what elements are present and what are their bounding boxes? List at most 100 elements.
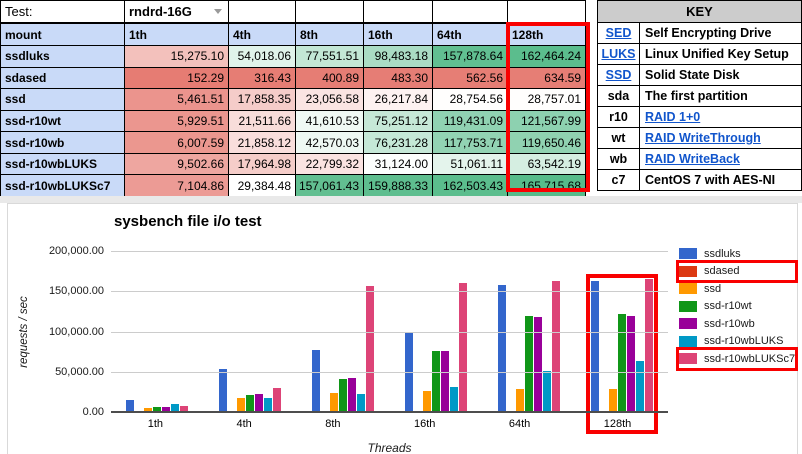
- column-header-16th[interactable]: 16th: [364, 24, 433, 46]
- bar-ssd-4th[interactable]: [237, 397, 246, 412]
- bar-ssd-r10wbLUKS-4th[interactable]: [264, 397, 273, 412]
- value-cell[interactable]: 29,384.48: [229, 175, 296, 197]
- key-abbr-link[interactable]: SSD: [605, 68, 632, 82]
- row-label-sdased[interactable]: sdased: [0, 67, 125, 90]
- bar-ssd-r10wbLUKSc7-8th[interactable]: [366, 285, 375, 412]
- value-cell[interactable]: 26,217.84: [364, 89, 433, 111]
- key-desc-link[interactable]: RAID WriteThrough: [645, 131, 761, 145]
- legend-item-ssd-r10wt[interactable]: ssd-r10wt: [679, 298, 795, 316]
- value-cell[interactable]: 162,503.43: [433, 175, 508, 197]
- chevron-down-icon[interactable]: [214, 9, 222, 14]
- value-cell[interactable]: 562.56: [433, 67, 508, 90]
- empty-cell[interactable]: [229, 1, 296, 24]
- empty-cell[interactable]: [433, 1, 508, 24]
- legend-item-ssd-r10wb[interactable]: ssd-r10wb: [679, 315, 795, 333]
- bar-ssd-r10wt-64th[interactable]: [524, 315, 533, 412]
- value-cell[interactable]: 316.43: [229, 67, 296, 90]
- bar-ssd-r10wbLUKSc7-1th[interactable]: [180, 406, 189, 412]
- bar-ssd-128th[interactable]: [608, 388, 617, 412]
- column-header-64th[interactable]: 64th: [433, 24, 508, 46]
- value-cell[interactable]: 28,754.56: [433, 89, 508, 111]
- value-cell[interactable]: 54,018.06: [229, 46, 296, 68]
- key-desc-link[interactable]: RAID WriteBack: [645, 152, 740, 166]
- row-label-ssd-r10wt[interactable]: ssd-r10wt: [0, 110, 125, 133]
- legend-item-ssdluks[interactable]: ssdluks: [679, 245, 795, 263]
- bar-ssd-r10wbLUKSc7-64th[interactable]: [551, 281, 560, 412]
- value-cell[interactable]: 157,878.64: [433, 46, 508, 68]
- value-cell[interactable]: 98,483.18: [364, 46, 433, 68]
- value-cell[interactable]: 75,251.12: [364, 110, 433, 133]
- column-header-1th[interactable]: 1th: [125, 24, 229, 46]
- value-cell[interactable]: 23,056.58: [296, 89, 364, 111]
- bar-ssd-r10wt-128th[interactable]: [617, 314, 626, 412]
- bar-ssd-r10wbLUKSc7-128th[interactable]: [644, 278, 653, 412]
- bar-ssd-16th[interactable]: [422, 390, 431, 412]
- value-cell[interactable]: 21,511.66: [229, 110, 296, 133]
- bar-ssd-r10wt-16th[interactable]: [431, 351, 440, 412]
- bar-ssdluks-1th[interactable]: [126, 399, 135, 412]
- value-cell[interactable]: 9,502.66: [125, 153, 229, 176]
- legend-item-sdased[interactable]: sdased: [679, 263, 795, 281]
- value-cell[interactable]: 400.89: [296, 67, 364, 90]
- value-cell[interactable]: 121,567.99: [508, 110, 586, 133]
- row-label-ssd-r10wbLUKSc7[interactable]: ssd-r10wbLUKSc7: [0, 175, 125, 197]
- bar-ssd-r10wt-1th[interactable]: [153, 407, 162, 412]
- value-cell[interactable]: 31,124.00: [364, 153, 433, 176]
- column-header-8th[interactable]: 8th: [296, 24, 364, 46]
- bar-ssd-r10wb-8th[interactable]: [348, 377, 357, 412]
- bar-ssd-r10wbLUKS-16th[interactable]: [449, 386, 458, 412]
- value-cell[interactable]: 5,929.51: [125, 110, 229, 133]
- value-cell[interactable]: 17,858.35: [229, 89, 296, 111]
- value-cell[interactable]: 17,964.98: [229, 153, 296, 176]
- bar-ssdluks-128th[interactable]: [590, 281, 599, 412]
- empty-cell[interactable]: [364, 1, 433, 24]
- bar-ssd-r10wt-4th[interactable]: [246, 394, 255, 412]
- value-cell[interactable]: 63,542.19: [508, 153, 586, 176]
- value-cell[interactable]: 42,570.03: [296, 132, 364, 154]
- legend-item-ssd[interactable]: ssd: [679, 280, 795, 298]
- empty-cell[interactable]: [296, 1, 364, 24]
- bar-ssdluks-4th[interactable]: [219, 368, 228, 412]
- value-cell[interactable]: 22,799.32: [296, 153, 364, 176]
- row-label-ssd[interactable]: ssd: [0, 89, 125, 111]
- value-cell[interactable]: 28,757.01: [508, 89, 586, 111]
- bar-ssd-r10wbLUKSc7-4th[interactable]: [273, 388, 282, 412]
- legend-item-ssd-r10wbLUKSc7[interactable]: ssd-r10wbLUKSc7: [679, 350, 795, 368]
- key-abbr-link[interactable]: LUKS: [601, 47, 636, 61]
- bar-ssd-r10wb-64th[interactable]: [533, 317, 542, 412]
- bar-ssd-8th[interactable]: [330, 393, 339, 412]
- empty-cell[interactable]: [508, 1, 586, 24]
- row-label-ssd-r10wbLUKS[interactable]: ssd-r10wbLUKS: [0, 153, 125, 176]
- value-cell[interactable]: 77,551.51: [296, 46, 364, 68]
- bar-ssd-r10wb-16th[interactable]: [440, 350, 449, 412]
- value-cell[interactable]: 21,858.12: [229, 132, 296, 154]
- value-cell[interactable]: 117,753.71: [433, 132, 508, 154]
- value-cell[interactable]: 159,888.33: [364, 175, 433, 197]
- key-abbr-link[interactable]: SED: [605, 26, 632, 40]
- value-cell[interactable]: 15,275.10: [125, 46, 229, 68]
- bar-ssd-r10wbLUKS-8th[interactable]: [357, 393, 366, 412]
- bar-ssd-r10wb-1th[interactable]: [162, 407, 171, 412]
- bar-ssd-r10wbLUKSc7-16th[interactable]: [458, 283, 467, 412]
- value-cell[interactable]: 5,461.51: [125, 89, 229, 111]
- legend-item-ssd-r10wbLUKS[interactable]: ssd-r10wbLUKS: [679, 333, 795, 351]
- bar-ssd-64th[interactable]: [515, 388, 524, 412]
- value-cell[interactable]: 6,007.59: [125, 132, 229, 154]
- value-cell[interactable]: 51,061.11: [433, 153, 508, 176]
- value-cell[interactable]: 7,104.86: [125, 175, 229, 197]
- value-cell[interactable]: 76,231.28: [364, 132, 433, 154]
- column-header-4th[interactable]: 4th: [229, 24, 296, 46]
- bar-ssd-r10wbLUKS-64th[interactable]: [542, 370, 551, 412]
- value-cell[interactable]: 634.59: [508, 67, 586, 90]
- value-cell[interactable]: 157,061.43: [296, 175, 364, 197]
- column-header-128th[interactable]: 128th: [508, 24, 586, 46]
- key-desc-link[interactable]: RAID 1+0: [645, 110, 701, 124]
- value-cell[interactable]: 41,610.53: [296, 110, 364, 133]
- bar-ssd-r10wbLUKS-1th[interactable]: [171, 404, 180, 412]
- chart-card[interactable]: sysbench file i/o test requests / sec 1t…: [7, 203, 798, 454]
- row-label-ssdluks[interactable]: ssdluks: [0, 46, 125, 68]
- bar-ssd-r10wb-4th[interactable]: [255, 394, 264, 412]
- bar-ssd-r10wt-8th[interactable]: [339, 378, 348, 412]
- bar-ssdluks-8th[interactable]: [312, 349, 321, 412]
- value-cell[interactable]: 162,464.24: [508, 46, 586, 68]
